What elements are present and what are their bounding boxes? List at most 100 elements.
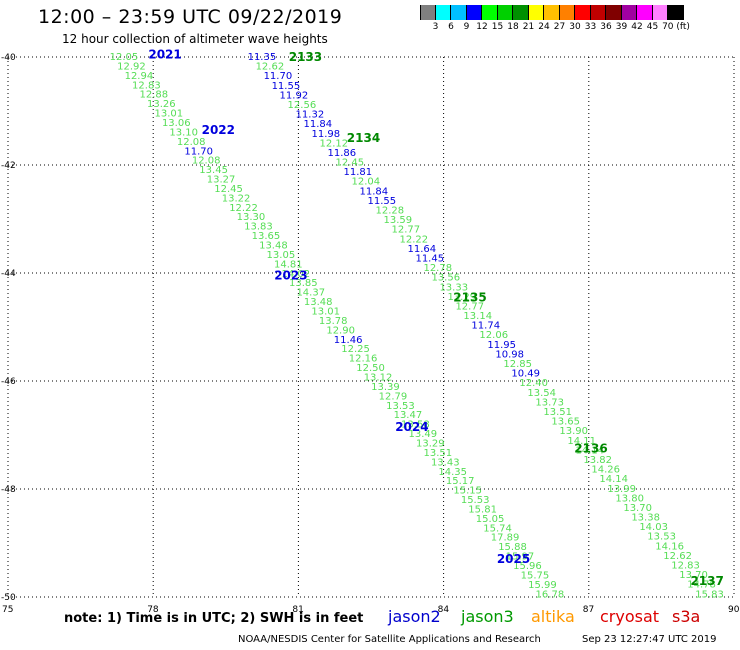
swh-value-label: 14.37 (296, 288, 325, 299)
swh-value-label: 16.78 (536, 589, 565, 600)
swh-value-label: 12.45 (214, 184, 243, 195)
swh-value-label: 12.08 (177, 137, 206, 148)
map-subtitle: 12 hour collection of altimeter wave hei… (62, 32, 328, 46)
swh-value-label: 12.92 (117, 61, 146, 72)
colorbar-swatch (482, 5, 498, 20)
swh-value-label: 10.49 (511, 369, 540, 380)
colorbar-label: 30 (569, 22, 581, 32)
swh-value-label: 13.48 (304, 297, 333, 308)
swh-value-label: 12.04 (352, 177, 381, 188)
longitude-tick-label: 87 (583, 605, 594, 615)
colorbar-swatch (451, 5, 467, 20)
colorbar-label: 6 (448, 22, 454, 32)
satellite-legend-s3a: s3a (672, 607, 701, 626)
swh-value-label: 13.47 (394, 410, 423, 421)
swh-value-label: 13.51 (423, 448, 452, 459)
colorbar-label: 15 (491, 22, 504, 32)
colorbar-label: 42 (631, 22, 643, 32)
swh-value-label: 12.28 (375, 206, 404, 217)
satellite-legend-jason3: jason3 (461, 607, 514, 626)
swh-value-label: 13.26 (147, 99, 176, 110)
swh-value-label: 13.39 (371, 382, 400, 393)
latitude-tick-label: -50 (1, 593, 16, 603)
pass-number-label: 2021 (148, 47, 181, 61)
pass-number-label: 2022 (202, 123, 235, 137)
swh-value-label: 13.45 (199, 165, 228, 176)
colorbar-swatch (606, 5, 622, 20)
swh-value-label: 13.58 (401, 420, 430, 431)
swh-value-label: 13.14 (463, 311, 492, 322)
swh-value-label: 11.70 (184, 146, 213, 157)
swh-value-label: 13.56 (431, 273, 460, 284)
swh-value-label: 12.56 (288, 100, 317, 111)
colorbar-swatch (668, 5, 684, 20)
swh-value-label: 11.32 (296, 110, 325, 121)
swh-value-label: 15.74 (483, 523, 512, 534)
swh-value-label: 11.92 (280, 90, 309, 101)
satellite-legend-altika: altika (531, 607, 575, 626)
swh-value-label: 12.94 (125, 71, 154, 82)
credit-text: NOAA/NESDIS Center for Satellite Applica… (238, 634, 541, 645)
swh-value-label: 12.90 (326, 325, 355, 336)
swh-value-label: 15.99 (528, 580, 557, 591)
swh-value-label: 13.29 (416, 438, 445, 449)
colorbar-label: 24 (538, 22, 550, 32)
colorbar-labels: 3 6 9 12 15 18 21 24 27 30 33 36 39 42 45 70 (ft) (420, 22, 740, 34)
longitude-tick-label: 84 (438, 605, 450, 615)
swh-value-label: 13.70 (623, 503, 652, 514)
colorbar-swatch (575, 5, 591, 20)
swh-value-label: 12.16 (349, 354, 378, 365)
swh-value-label: 13.43 (431, 457, 460, 468)
swh-value-label: 12.62 (256, 62, 285, 73)
pass-number-label: 2023 (274, 269, 307, 283)
swh-value-label: 15.75 (521, 570, 550, 581)
colorbar-swatch (420, 5, 436, 20)
swh-value-label: 12.78 (423, 263, 452, 274)
swh-value-label: 13.65 (252, 231, 281, 242)
swh-value-label: 12.08 (192, 156, 221, 167)
timestamp-text: Sep 23 12:27:47 UTC 2019 (582, 634, 717, 645)
colorbar-swatch (559, 5, 575, 20)
swh-value-label: 13.70 (679, 570, 708, 581)
swh-value-label: 14.02 (282, 269, 311, 280)
swh-value-label: 12.62 (663, 551, 692, 562)
swh-value-label: 14.16 (655, 541, 684, 552)
swh-value-label: 12.22 (229, 203, 258, 214)
swh-value-label: 11.84 (304, 119, 333, 130)
swh-value-label: 17.89 (491, 533, 520, 544)
swh-value-label: 13.01 (154, 109, 183, 120)
swh-value-label: 14.81 (274, 259, 303, 270)
swh-value-label: 13.29 (447, 292, 476, 303)
colorbar-swatch (621, 5, 637, 20)
swh-value-label: 14.26 (591, 465, 620, 476)
colorbar-swatch (590, 5, 606, 20)
colorbar-label: 45 (646, 22, 659, 32)
colorbar-swatch (497, 5, 513, 20)
colorbar-swatch (513, 5, 529, 20)
swh-value-label: 13.59 (383, 215, 412, 226)
swh-value-label: 15.83 (695, 589, 724, 600)
swh-value-label: 11.45 (415, 253, 444, 264)
colorbar-swatch (528, 5, 544, 20)
swh-value-label: 14.14 (599, 474, 628, 485)
swh-value-label: 12.77 (391, 225, 420, 236)
swh-value-label: 13.73 (535, 397, 564, 408)
swh-value-label: 13.53 (647, 532, 676, 543)
swh-value-label: 15.05 (476, 514, 505, 525)
swh-value-label: 12.12 (320, 138, 349, 149)
swh-value-label: 11.55 (367, 196, 396, 207)
swh-value-label: 13.51 (543, 407, 572, 418)
longitude-tick-label: 78 (147, 605, 159, 615)
swh-value-label: 13.48 (259, 241, 288, 252)
swh-value-label: 14.11 (567, 436, 596, 447)
colorbar-label: 12 (476, 22, 488, 32)
satellite-legend-jason2: jason2 (388, 607, 441, 626)
swh-value-label: 12.06 (479, 330, 508, 341)
swh-value-label: 13.83 (244, 222, 273, 233)
swh-value-label: 11.98 (312, 129, 341, 140)
swh-value-label: 12.50 (356, 363, 385, 374)
swh-value-label: 12.25 (341, 344, 370, 355)
swh-value-label: 13.12 (364, 372, 393, 383)
swh-value-label: 13.49 (409, 429, 438, 440)
